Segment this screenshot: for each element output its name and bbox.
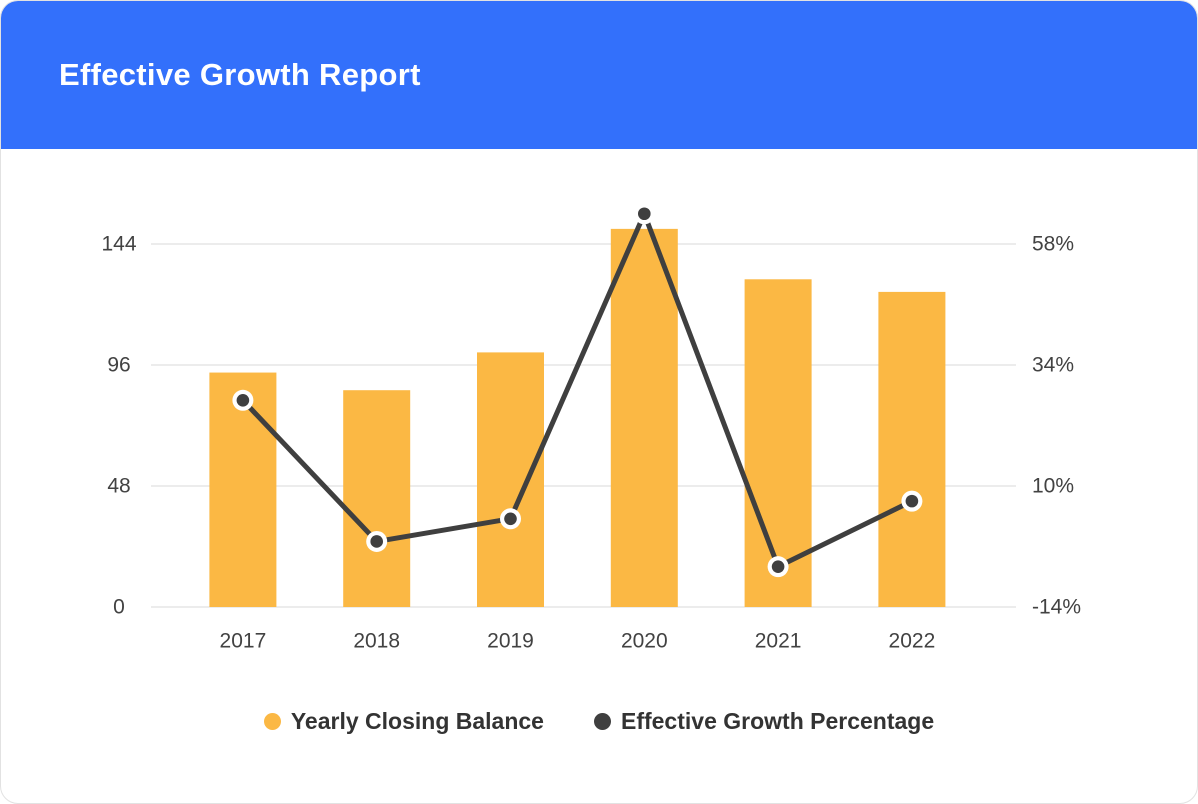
- growth-chart: 0 -14% 48 10% 96 34% 144 58% 2017 2018 2019 2020 202…: [101, 203, 1081, 653]
- right-axis-tick-34: 34%: [1032, 354, 1074, 377]
- left-axis-tick-96: 96: [107, 354, 130, 377]
- legend-item-effective-growth-percentage[interactable]: Effective Growth Percentage: [593, 707, 935, 735]
- bar-2021[interactable]: [744, 279, 812, 607]
- x-axis-label-2020: 2020: [621, 630, 668, 653]
- growth-point-2020[interactable]: [638, 207, 651, 221]
- right-axis-tick-10: 10%: [1032, 475, 1074, 498]
- x-axis-label-2021: 2021: [755, 630, 802, 653]
- bar-2018[interactable]: [343, 390, 411, 607]
- left-axis-tick-48: 48: [107, 475, 130, 498]
- legend-marker-bar-icon: [263, 712, 281, 730]
- bar-2019[interactable]: [477, 352, 544, 607]
- legend-item-yearly-closing-balance[interactable]: Yearly Closing Balance: [263, 707, 544, 735]
- bar-2022[interactable]: [878, 291, 946, 607]
- x-axis-label-2017: 2017: [220, 630, 267, 653]
- legend-label-yearly-closing-balance: Yearly Closing Balance: [290, 708, 544, 734]
- growth-line: [240, 211, 915, 570]
- right-axis-tick-58: 58%: [1032, 233, 1074, 256]
- growth-point-2021[interactable]: [771, 560, 785, 573]
- report-header: Effective Growth Report: [1, 1, 1197, 149]
- page-title: Effective Growth Report: [59, 57, 421, 92]
- growth-point-2022[interactable]: [905, 494, 919, 508]
- x-axis-label-2022: 2022: [889, 630, 936, 653]
- right-axis-tick--14: -14%: [1032, 596, 1081, 619]
- growth-point-2017[interactable]: [236, 393, 250, 407]
- legend-marker-line-icon: [593, 712, 611, 730]
- growth-point-2018[interactable]: [370, 535, 384, 548]
- x-axis-label-2019: 2019: [487, 630, 534, 653]
- left-axis-tick-0: 0: [113, 596, 125, 619]
- x-axis-label-2018: 2018: [353, 630, 400, 653]
- bar-2017[interactable]: [209, 372, 277, 607]
- left-axis-tick-144: 144: [101, 233, 136, 256]
- growth-point-2019[interactable]: [504, 512, 517, 526]
- legend-label-effective-growth-percentage: Effective Growth Percentage: [620, 708, 935, 734]
- bar-2020[interactable]: [610, 228, 678, 607]
- chart-legend: Yearly Closing Balance Effective Growth …: [1, 707, 1197, 735]
